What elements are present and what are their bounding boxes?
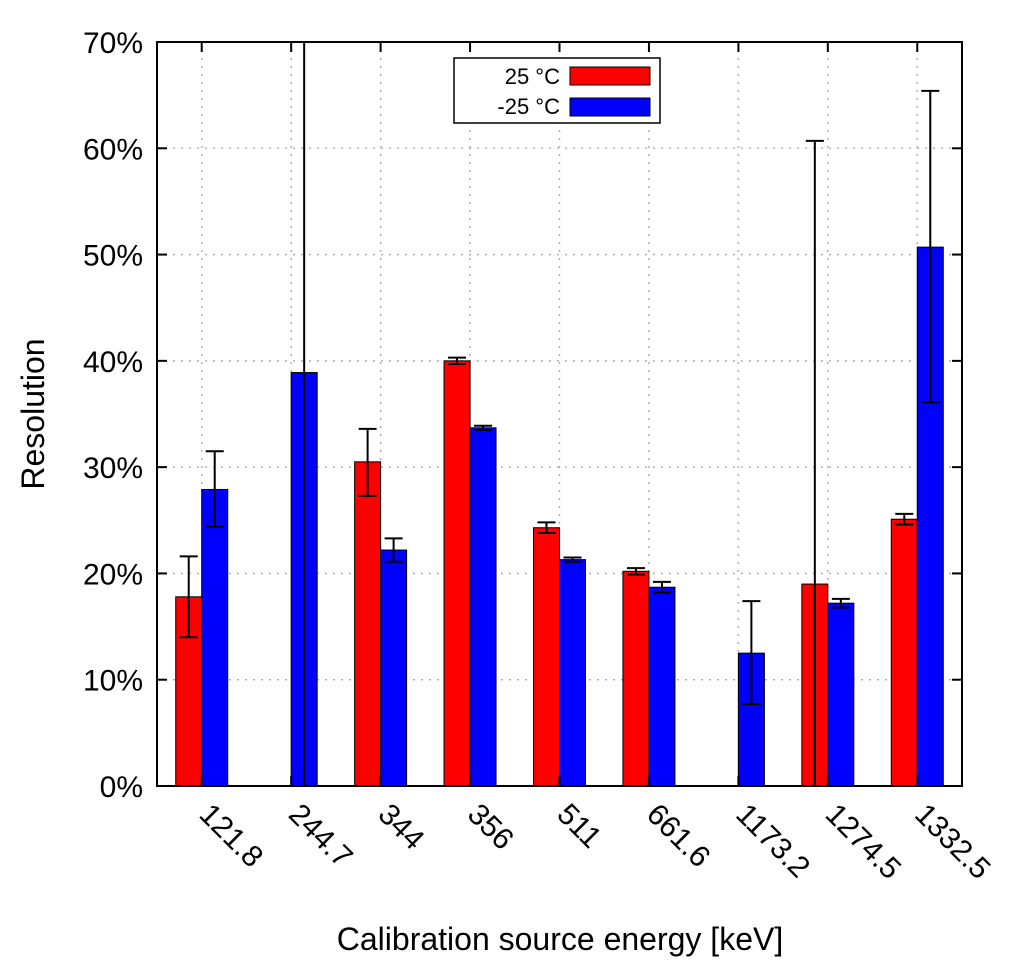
bar-minus25c-661-6	[648, 586, 676, 787]
bar-minus25c-344	[380, 549, 408, 787]
error-bar-25c-1332-5	[895, 512, 914, 526]
legend-label-minus25c: -25 °C	[497, 94, 560, 119]
y-tick-label-50: 50%	[83, 240, 143, 273]
y-tick-label-10: 10%	[83, 665, 143, 698]
error-bar-25c-1274-5	[805, 139, 824, 786]
x-tick-label-344: 344	[372, 798, 431, 857]
x-axis-label: Calibration source energy [keV]	[337, 921, 783, 957]
x-tick-label-661-6: 661.6	[640, 798, 716, 874]
error-bar-minus25c-344	[384, 537, 403, 563]
error-bar-minus25c-511	[563, 556, 582, 563]
error-bar-minus25c-1274-5	[831, 597, 850, 609]
y-tick-label-40: 40%	[83, 346, 143, 379]
bar-25c-511	[533, 527, 560, 787]
legend-label-25c: 25 °C	[505, 64, 560, 89]
bar-25c-661-6	[622, 570, 650, 787]
x-tick-label-1332-5: 1332.5	[908, 798, 996, 886]
y-axis-ticks: 0% 10% 20% 30% 40% 50% 60% 70%	[83, 27, 962, 804]
bar-minus25c-356	[469, 427, 497, 787]
y-tick-label-30: 30%	[83, 452, 143, 485]
error-bar-25c-121-8	[179, 555, 198, 639]
error-bar-minus25c-356	[474, 424, 493, 431]
y-tick-label-20: 20%	[83, 558, 143, 591]
error-bar-25c-511	[537, 521, 556, 535]
legend-swatch-25c	[569, 66, 651, 86]
error-bar-minus25c-1332-5	[921, 89, 940, 404]
bar-minus25c-511	[559, 559, 586, 787]
y-tick-label-70: 70%	[83, 27, 143, 60]
bar-25c-344	[354, 461, 382, 787]
bar-25c-356	[443, 360, 471, 787]
y-axis-label: Resolution	[15, 338, 51, 489]
y-tick-label-0: 0%	[100, 771, 143, 804]
error-bar-25c-344	[358, 427, 377, 497]
x-tick-label-511: 511	[551, 798, 608, 855]
error-bar-minus25c-1173-2	[742, 600, 761, 706]
bars	[175, 246, 944, 787]
legend: 25 °C -25 °C	[453, 57, 661, 124]
x-tick-label-356: 356	[461, 798, 520, 857]
legend-swatch-minus25c	[569, 97, 651, 117]
error-bar-25c-661-6	[626, 567, 645, 576]
bar-minus25c-1274-5	[827, 602, 855, 787]
x-tick-label-1274-5: 1274.5	[819, 798, 907, 886]
y-tick-label-60: 60%	[83, 133, 143, 166]
error-bar-25c-356	[448, 356, 467, 366]
bar-minus25c-1173-2	[737, 652, 765, 787]
x-tick-label-244-7: 244.7	[282, 798, 358, 874]
error-bar-minus25c-121-8	[205, 450, 224, 528]
x-tick-label-121-8: 121.8	[193, 798, 269, 874]
x-tick-label-1173-2: 1173.2	[729, 798, 816, 885]
bar-minus25c-121-8	[201, 488, 229, 787]
bar-25c-1332-5	[890, 518, 918, 787]
error-bars	[179, 42, 940, 786]
error-bar-minus25c-661-6	[652, 580, 671, 594]
